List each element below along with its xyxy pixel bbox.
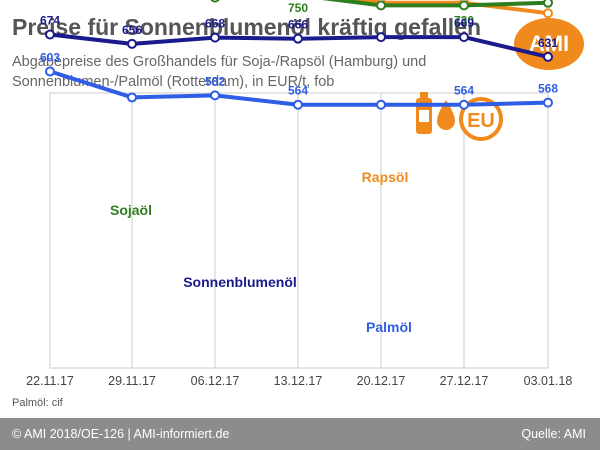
data-point: [210, 0, 220, 3]
data-point: [376, 32, 386, 43]
data-point: [459, 99, 469, 110]
footer-bar: © AMI 2018/OE-126 | AMI-informiert.de Qu…: [0, 418, 600, 450]
data-label: 715: [538, 18, 558, 32]
data-point: [127, 92, 137, 103]
eu-badge-text: EU: [467, 110, 495, 132]
data-point: [543, 0, 553, 8]
data-point: [293, 99, 303, 110]
data-point: [543, 51, 553, 62]
data-label: 674: [40, 14, 60, 28]
eu-badge-icon: [459, 97, 503, 141]
data-point: [459, 0, 469, 11]
data-point: [459, 32, 469, 43]
data-point: [376, 0, 386, 11]
oil-bottle-label-icon: [419, 110, 429, 122]
x-tick-label: 13.12.17: [274, 374, 323, 388]
ami-logo-text: AMI: [528, 31, 570, 56]
data-point: [293, 33, 303, 44]
x-tick-label: 03.01.18: [524, 374, 573, 388]
data-point: [210, 90, 220, 101]
oil-bottle-cap-icon: [420, 92, 428, 99]
data-label: 750: [288, 1, 308, 15]
data-label: 669: [454, 16, 474, 30]
series-name-label: Sojaöl: [110, 202, 152, 218]
footer-source: Quelle: AMI: [521, 427, 586, 441]
data-label: 730: [454, 13, 474, 27]
x-tick-label: 06.12.17: [191, 374, 240, 388]
data-label: 582: [205, 74, 225, 88]
data-point: [45, 66, 55, 77]
data-point: [543, 8, 553, 19]
data-point: [210, 32, 220, 43]
data-point: [376, 99, 386, 110]
oil-drop-icon: [437, 100, 455, 130]
data-label: 568: [538, 82, 558, 96]
data-point: [127, 38, 137, 49]
data-label: 564: [454, 84, 474, 98]
line-chart: 22.11.17 29.11.17 06.12.17 13.12.17 20.12.17…: [26, 0, 573, 388]
data-label: 631: [538, 36, 558, 50]
footnote: Palmöl: cif: [12, 397, 63, 409]
data-point: [543, 97, 553, 108]
data-label: 656: [122, 23, 142, 37]
data-label: 668: [205, 17, 225, 31]
data-label: 564: [288, 84, 308, 98]
data-label: 603: [40, 50, 60, 64]
x-tick-label: 27.12.17: [440, 374, 489, 388]
x-tick-label: 29.11.17: [108, 374, 156, 388]
series-name-label: Palmöl: [366, 319, 412, 335]
ami-logo: AMI: [514, 18, 584, 70]
x-tick-label: 22.11.17: [26, 374, 74, 388]
data-label: 666: [288, 18, 308, 32]
data-point: [45, 29, 55, 40]
series-name-label: Sonnenblumenöl: [183, 274, 297, 290]
x-tick-label: 20.12.17: [357, 374, 406, 388]
footer-copyright: © AMI 2018/OE-126 | AMI-informiert.de: [12, 427, 230, 441]
series-name-label: Rapsöl: [362, 169, 409, 185]
